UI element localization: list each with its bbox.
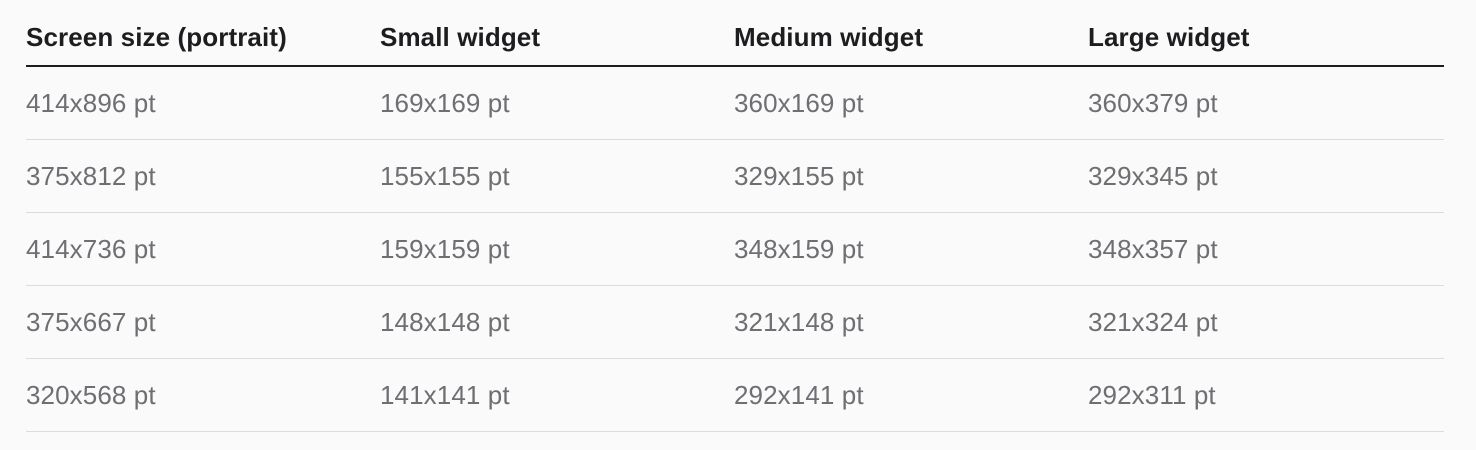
widget-size-table: Screen size (portrait) Small widget Medi… [26,0,1444,432]
cell-screen-size: 414x896 pt [26,66,380,140]
cell-small-widget: 141x141 pt [380,358,734,432]
table-row: 375x667 pt 148x148 pt 321x148 pt 321x324… [26,285,1444,359]
table-row: 414x896 pt 169x169 pt 360x169 pt 360x379… [26,66,1444,140]
cell-large-widget: 329x345 pt [1088,139,1444,213]
cell-large-widget: 292x311 pt [1088,358,1444,432]
cell-small-widget: 159x159 pt [380,212,734,286]
widget-size-table-container: Screen size (portrait) Small widget Medi… [26,0,1444,432]
cell-large-widget: 360x379 pt [1088,66,1444,140]
cell-screen-size: 375x812 pt [26,139,380,213]
cell-screen-size: 375x667 pt [26,285,380,359]
table-header-row: Screen size (portrait) Small widget Medi… [26,0,1444,67]
cell-medium-widget: 321x148 pt [734,285,1088,359]
cell-medium-widget: 329x155 pt [734,139,1088,213]
column-header-screen-size: Screen size (portrait) [26,0,380,67]
cell-medium-widget: 348x159 pt [734,212,1088,286]
column-header-medium-widget: Medium widget [734,0,1088,67]
cell-screen-size: 414x736 pt [26,212,380,286]
cell-large-widget: 321x324 pt [1088,285,1444,359]
cell-screen-size: 320x568 pt [26,358,380,432]
cell-small-widget: 148x148 pt [380,285,734,359]
column-header-small-widget: Small widget [380,0,734,67]
table-row: 414x736 pt 159x159 pt 348x159 pt 348x357… [26,212,1444,286]
table-row: 375x812 pt 155x155 pt 329x155 pt 329x345… [26,139,1444,213]
column-header-large-widget: Large widget [1088,0,1444,67]
table-header: Screen size (portrait) Small widget Medi… [26,0,1444,67]
cell-small-widget: 155x155 pt [380,139,734,213]
cell-medium-widget: 360x169 pt [734,66,1088,140]
table-row: 320x568 pt 141x141 pt 292x141 pt 292x311… [26,358,1444,432]
cell-medium-widget: 292x141 pt [734,358,1088,432]
cell-large-widget: 348x357 pt [1088,212,1444,286]
table-body: 414x896 pt 169x169 pt 360x169 pt 360x379… [26,66,1444,432]
cell-small-widget: 169x169 pt [380,66,734,140]
